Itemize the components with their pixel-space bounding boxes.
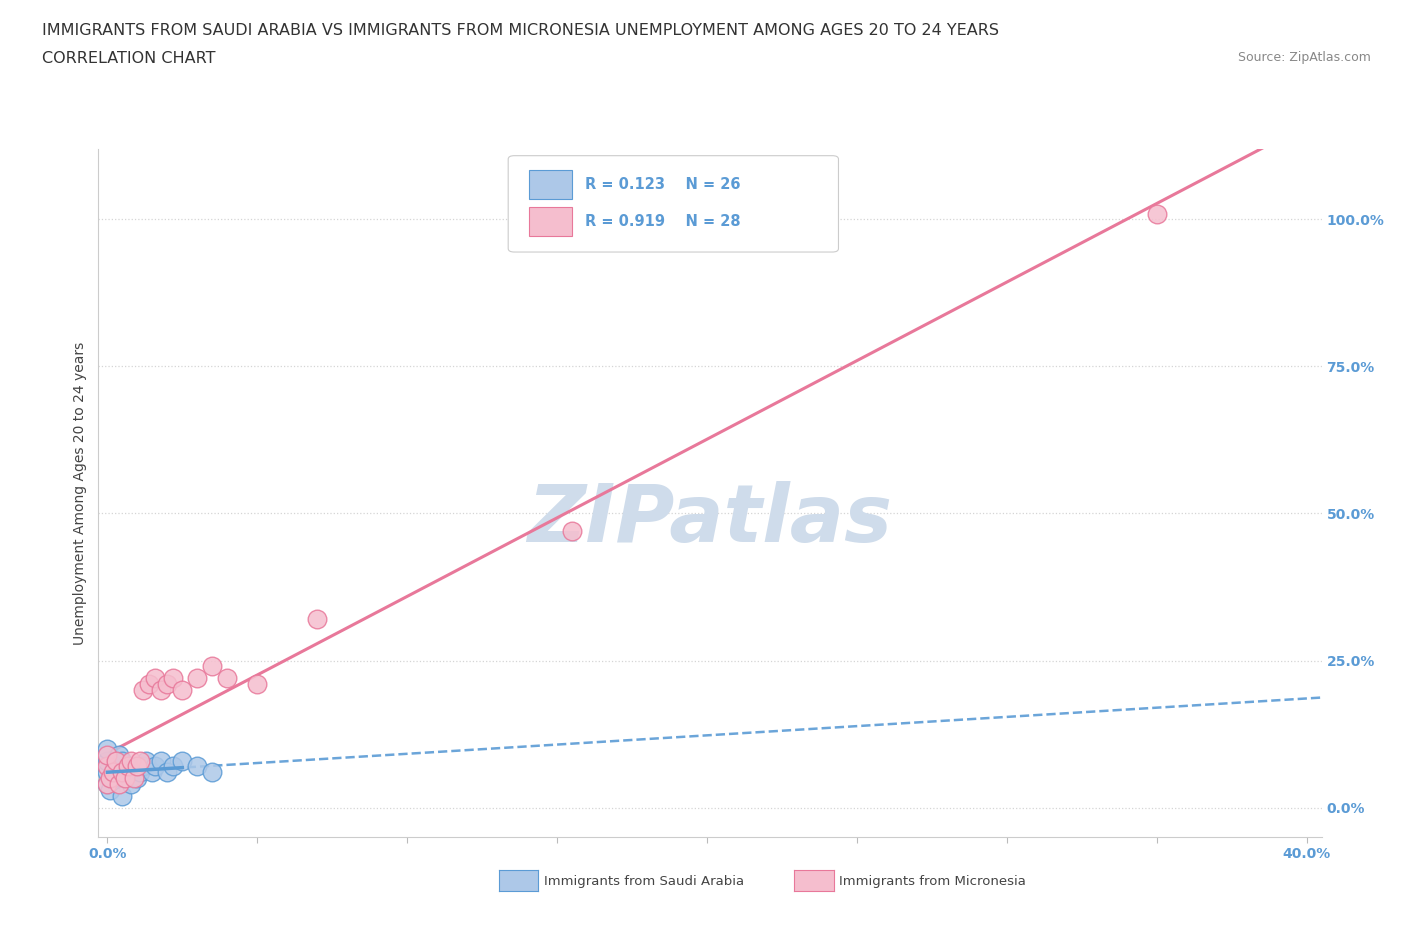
Point	[108, 747, 131, 762]
Point	[96, 759, 118, 774]
Point	[103, 764, 125, 779]
Point	[132, 759, 155, 774]
Point	[561, 524, 583, 538]
Point	[96, 747, 118, 762]
Point	[117, 759, 139, 774]
Text: ZIPatlas: ZIPatlas	[527, 482, 893, 560]
Point	[172, 683, 194, 698]
FancyBboxPatch shape	[529, 207, 572, 236]
Point	[127, 759, 149, 774]
Point	[111, 789, 134, 804]
Text: R = 0.123    N = 26: R = 0.123 N = 26	[585, 177, 741, 193]
Point	[108, 777, 131, 791]
Point	[111, 753, 134, 768]
Text: Immigrants from Saudi Arabia: Immigrants from Saudi Arabia	[544, 875, 744, 888]
Point	[141, 764, 163, 779]
Point	[114, 771, 136, 786]
Point	[96, 777, 118, 791]
Point	[124, 771, 146, 786]
Text: R = 0.919    N = 28: R = 0.919 N = 28	[585, 214, 741, 230]
Point	[105, 759, 128, 774]
Point	[138, 677, 160, 692]
Point	[96, 741, 118, 756]
Text: Source: ZipAtlas.com: Source: ZipAtlas.com	[1237, 51, 1371, 64]
Point	[117, 764, 139, 779]
Point	[132, 683, 155, 698]
Point	[156, 677, 179, 692]
Text: CORRELATION CHART: CORRELATION CHART	[42, 51, 215, 66]
Point	[145, 671, 167, 685]
Point	[201, 764, 224, 779]
Point	[100, 771, 122, 786]
Point	[135, 753, 157, 768]
Point	[186, 671, 208, 685]
Point	[111, 764, 134, 779]
FancyBboxPatch shape	[508, 155, 838, 252]
Point	[127, 771, 149, 786]
Point	[162, 671, 184, 685]
Point	[246, 677, 269, 692]
Point	[217, 671, 239, 685]
Text: Immigrants from Micronesia: Immigrants from Micronesia	[839, 875, 1026, 888]
Point	[124, 759, 146, 774]
Point	[172, 753, 194, 768]
Text: IMMIGRANTS FROM SAUDI ARABIA VS IMMIGRANTS FROM MICRONESIA UNEMPLOYMENT AMONG AG: IMMIGRANTS FROM SAUDI ARABIA VS IMMIGRAN…	[42, 23, 1000, 38]
Point	[105, 753, 128, 768]
Point	[120, 753, 142, 768]
Point	[100, 782, 122, 797]
Point	[96, 753, 118, 768]
Point	[150, 683, 173, 698]
Point	[120, 777, 142, 791]
Point	[145, 759, 167, 774]
Point	[96, 777, 118, 791]
Point	[129, 753, 152, 768]
Point	[162, 759, 184, 774]
FancyBboxPatch shape	[529, 170, 572, 199]
Point	[96, 764, 118, 779]
Point	[1146, 206, 1168, 221]
Point	[307, 612, 329, 627]
Y-axis label: Unemployment Among Ages 20 to 24 years: Unemployment Among Ages 20 to 24 years	[73, 341, 87, 644]
Point	[156, 764, 179, 779]
Point	[150, 753, 173, 768]
Point	[186, 759, 208, 774]
Point	[114, 771, 136, 786]
Point	[201, 659, 224, 674]
Point	[129, 764, 152, 779]
Point	[103, 771, 125, 786]
